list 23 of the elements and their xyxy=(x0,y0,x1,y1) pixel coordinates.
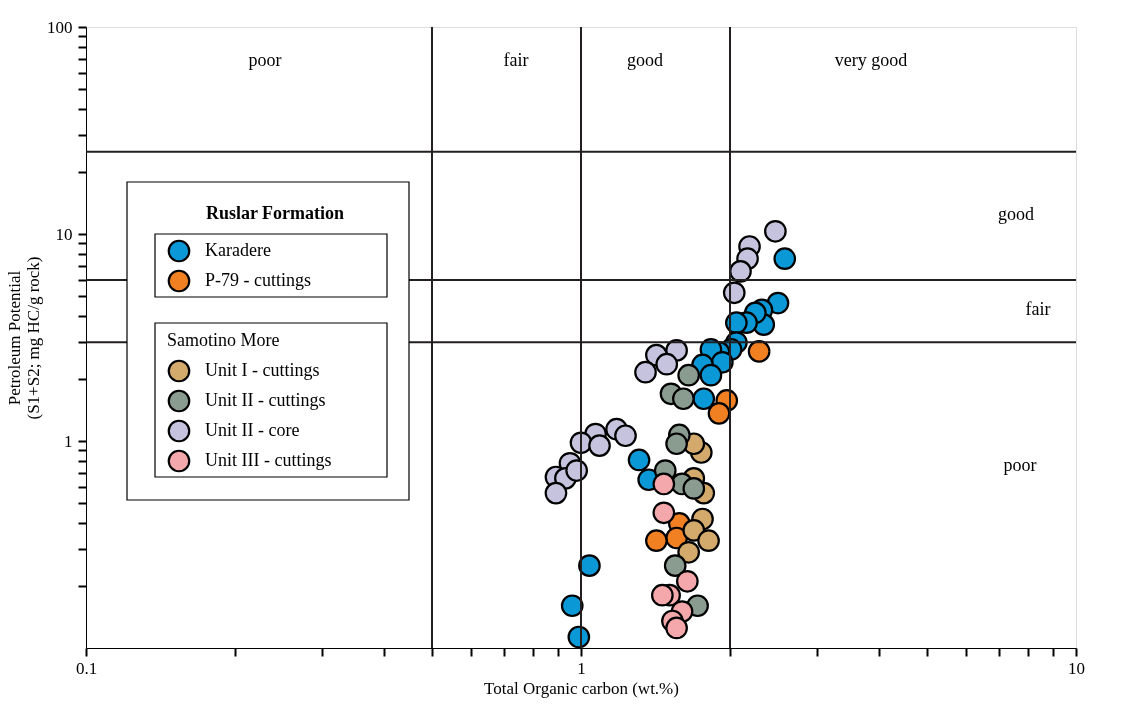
y-axis-title: Petroleum Potential (S1+S2; mg HC/g rock) xyxy=(5,256,43,420)
y-tick-label: 100 xyxy=(47,17,73,37)
annotation: fair xyxy=(503,50,529,70)
x-axis-title: Total Organic carbon (wt.%) xyxy=(484,678,679,698)
annotation: Samotino More xyxy=(167,330,280,350)
annotation: very good xyxy=(834,50,908,70)
legend-label: Unit III - cuttings xyxy=(205,450,332,470)
legend-label: Unit II - cuttings xyxy=(205,390,326,410)
legend-label: Karadere xyxy=(205,240,271,260)
annotation: good xyxy=(627,50,663,70)
annotation: good xyxy=(998,204,1034,224)
legend-label: P-79 - cuttings xyxy=(205,270,311,290)
x-tick-label: 10 xyxy=(1068,658,1085,678)
annotation: poor xyxy=(248,50,282,70)
x-tick-label: 0.1 xyxy=(75,658,98,678)
annotation: fair xyxy=(1025,299,1051,319)
y-tick-label: 10 xyxy=(55,224,73,244)
annotation: poor xyxy=(1003,455,1037,475)
legend-label: Unit I - cuttings xyxy=(205,360,320,380)
x-tick-label: 1 xyxy=(577,658,586,678)
y-tick-label: 1 xyxy=(64,431,73,451)
legend-label: Unit II - core xyxy=(205,420,300,440)
legend-title: Ruslar Formation xyxy=(205,203,345,223)
